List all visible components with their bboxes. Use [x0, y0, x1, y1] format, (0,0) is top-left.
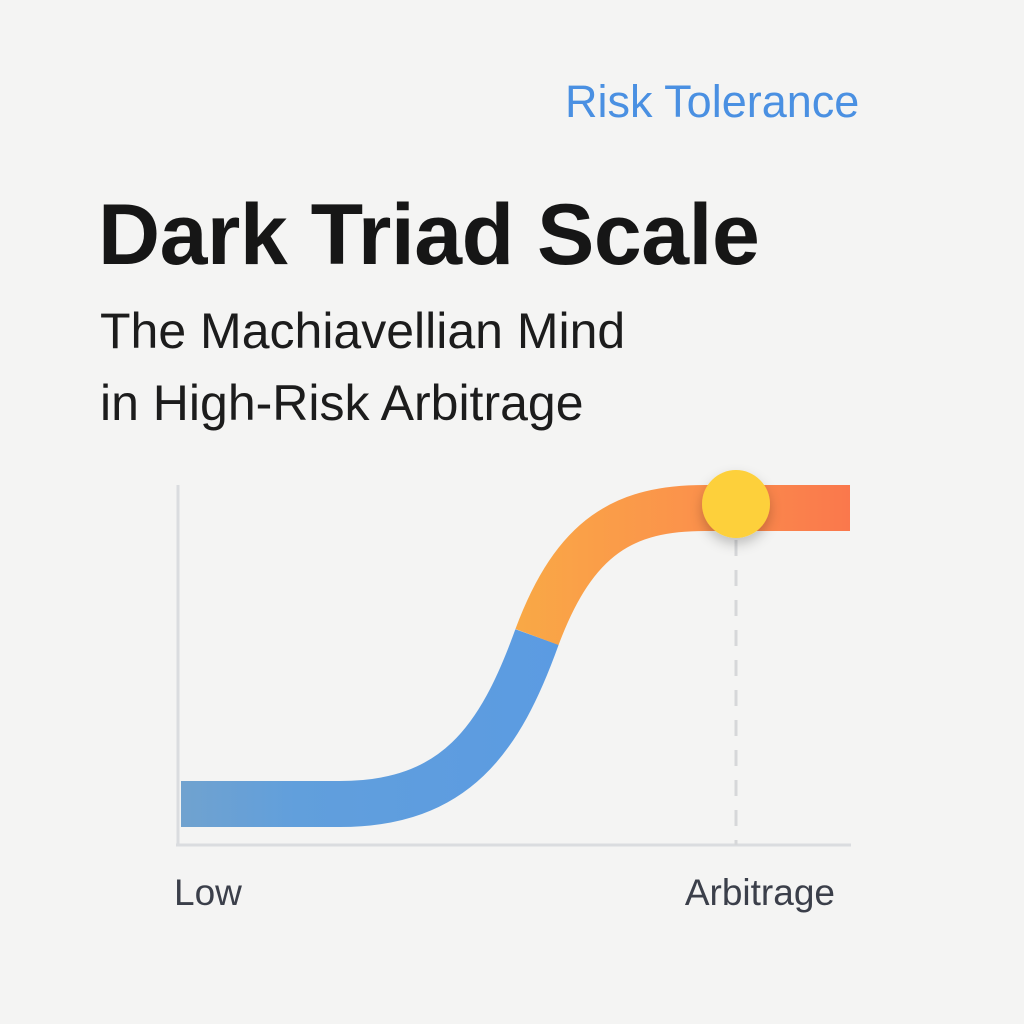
- risk-tolerance-label: Risk Tolerance: [565, 76, 860, 127]
- curve-low-segment: [181, 629, 559, 827]
- page-title: Dark Triad Scale: [98, 187, 760, 283]
- subtitle-line-1: The Machiavellian Mind: [100, 303, 626, 359]
- curve-high-segment: [515, 485, 850, 646]
- subtitle-line-2: in High-Risk Arbitrage: [100, 375, 584, 431]
- x-tick-label-arbitrage: Arbitrage: [684, 872, 835, 913]
- x-tick-label-low: Low: [174, 872, 242, 913]
- marker-dot: [702, 470, 770, 538]
